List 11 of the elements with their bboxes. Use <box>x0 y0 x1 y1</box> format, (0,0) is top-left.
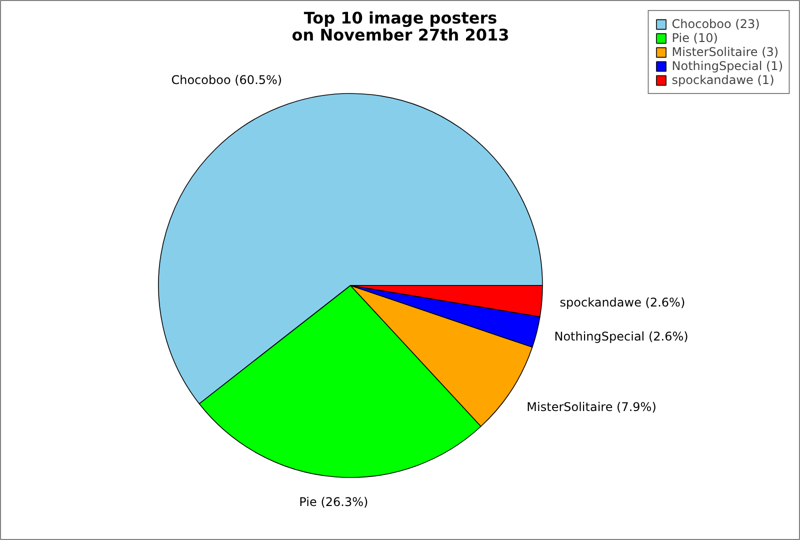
legend-label: Pie (10) <box>672 31 718 45</box>
text: Top 10 image posters on November 27th 2013 <box>292 8 510 44</box>
data-label: spockandawe (2.6%) <box>560 296 686 310</box>
legend-label: Chocoboo (23) <box>672 17 760 31</box>
data-label: Pie (26.3%) <box>299 494 368 509</box>
data-label: MisterSolitaire (7.9%) <box>526 400 656 414</box>
legend-label: spockandawe (1) <box>672 73 774 87</box>
data-label: Chocoboo (60.5%) <box>171 72 282 87</box>
data-label: NothingSpecial (2.6%) <box>554 329 688 344</box>
legend-label: MisterSolitaire (3) <box>672 45 779 59</box>
legend-label: NothingSpecial (1) <box>672 59 783 73</box>
